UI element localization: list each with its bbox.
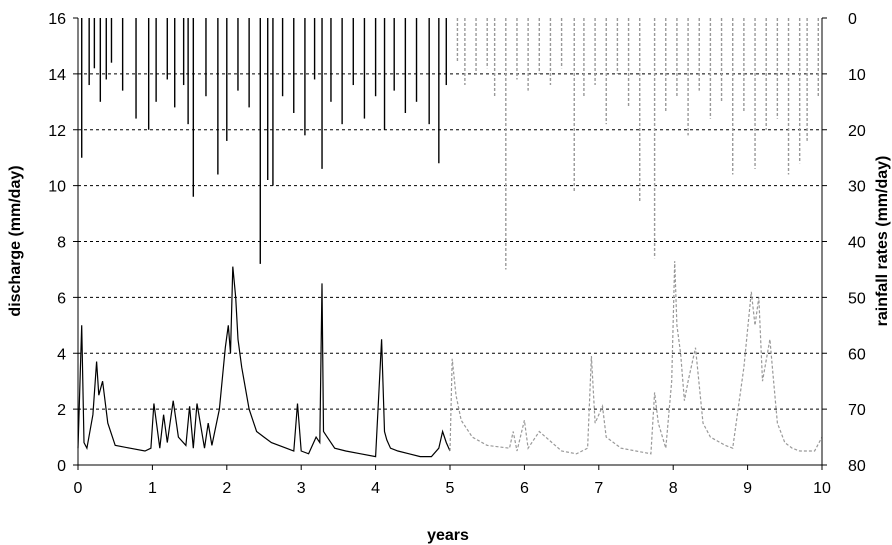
y-tick-label: 4	[57, 346, 66, 363]
y-tick-label: 10	[48, 179, 66, 196]
y2-tick-label: 0	[848, 11, 857, 28]
x-tick-label: 2	[222, 480, 231, 497]
y-tick-labels: 0 2 4 6 8 10 12 14 16	[48, 11, 66, 475]
y2-tick-label: 70	[848, 402, 866, 419]
x-tick-labels: 0 1 2 3 4 5 6 7 8 9 10	[74, 480, 831, 497]
rainfall-series-4	[456, 18, 819, 270]
y2-tick-label: 30	[848, 179, 866, 196]
x-tick-label: 6	[520, 480, 529, 497]
x-tick-label: 3	[297, 480, 306, 497]
x-tick-label: 7	[594, 480, 603, 497]
x-tick-label: 9	[743, 480, 752, 497]
y2-tick-label: 80	[848, 458, 866, 475]
y2-tick-label: 10	[848, 67, 866, 84]
x-tick-label: 4	[371, 480, 380, 497]
x-tick-label: 0	[74, 480, 83, 497]
y2-tick-labels: 80 70 60 50 40 30 20 10 0	[848, 11, 866, 475]
x-tick-label: 5	[446, 480, 455, 497]
x-tick-label: 8	[669, 480, 678, 497]
y-tick-label: 14	[48, 67, 66, 84]
series-layer	[77, 18, 823, 458]
y-tick-label: 6	[57, 290, 66, 307]
x-axis-title: years	[427, 527, 469, 544]
y2-tick-label: 20	[848, 123, 866, 140]
y2-axis-title: rainfall rates (mm/day)	[874, 156, 891, 327]
y-tick-label: 12	[48, 123, 66, 140]
y-tick-label: 0	[57, 458, 66, 475]
gridlines	[78, 73, 822, 410]
y2-tick-label: 50	[848, 290, 866, 307]
discharge-series-2	[449, 261, 823, 455]
discharge-series-1	[77, 266, 451, 458]
x-tick-label: 1	[148, 480, 157, 497]
x-tick-label: 10	[813, 480, 831, 497]
axes	[73, 17, 827, 470]
y2-tick-label: 40	[848, 235, 866, 252]
y-tick-label: 8	[57, 235, 66, 252]
y2-tick-label: 60	[848, 346, 866, 363]
rainfall-series-3	[81, 18, 447, 264]
y-axis-title: discharge (mm/day)	[7, 165, 24, 316]
y-tick-label: 16	[48, 11, 66, 28]
y-tick-label: 2	[57, 402, 66, 419]
